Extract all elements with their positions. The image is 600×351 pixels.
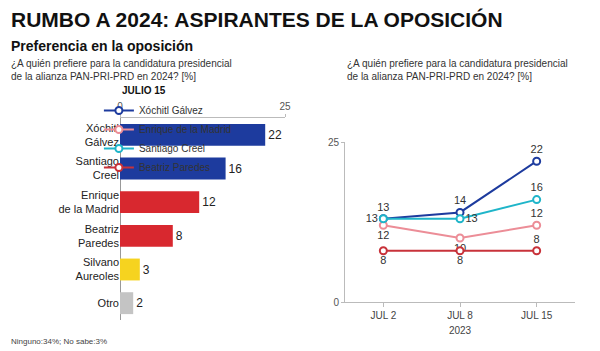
svg-text:BeatrizParedes: BeatrizParedes — [78, 223, 119, 249]
svg-text:0: 0 — [333, 297, 339, 308]
svg-text:Beatriz Paredes: Beatriz Paredes — [139, 162, 210, 173]
svg-text:13: 13 — [377, 201, 389, 213]
svg-text:22: 22 — [268, 128, 282, 142]
svg-text:8: 8 — [534, 233, 540, 245]
svg-text:Ninguno:34%; No sabe:3%: Ninguno:34%; No sabe:3% — [11, 337, 107, 346]
svg-text:Preferencia en la oposición: Preferencia en la oposición — [11, 38, 193, 54]
svg-text:Otro: Otro — [98, 297, 119, 309]
svg-text:25: 25 — [328, 137, 340, 148]
svg-text:¿A quién prefiere para la cand: ¿A quién prefiere para la candidatura pr… — [11, 58, 232, 82]
svg-text:JUL 2: JUL 2 — [370, 310, 396, 321]
svg-text:16: 16 — [531, 181, 543, 193]
svg-text:8: 8 — [176, 229, 183, 243]
svg-text:8: 8 — [457, 254, 463, 266]
svg-text:Santiago Creel: Santiago Creel — [139, 143, 205, 154]
svg-text:13: 13 — [465, 212, 477, 224]
svg-text:12: 12 — [202, 195, 216, 209]
svg-text:12: 12 — [531, 207, 543, 219]
svg-text:SilvanoAureoles: SilvanoAureoles — [76, 256, 120, 282]
svg-text:Enriquede la Madrid: Enriquede la Madrid — [58, 189, 119, 215]
svg-text:JULIO 15: JULIO 15 — [122, 85, 166, 96]
svg-text:10: 10 — [454, 242, 466, 254]
svg-text:14: 14 — [454, 194, 466, 206]
svg-text:25: 25 — [279, 101, 291, 112]
svg-text:2: 2 — [136, 296, 143, 310]
svg-text:16: 16 — [229, 162, 243, 176]
svg-text:JUL 15: JUL 15 — [521, 310, 553, 321]
svg-text:22: 22 — [531, 143, 543, 155]
svg-text:12: 12 — [377, 229, 389, 241]
svg-text:8: 8 — [380, 254, 386, 266]
svg-text:2023: 2023 — [449, 325, 472, 336]
svg-text:RUMBO A 2024: ASPIRANTES DE LA: RUMBO A 2024: ASPIRANTES DE LA OPOSICIÓN — [11, 8, 503, 31]
svg-text:Xóchitl Gálvez: Xóchitl Gálvez — [139, 105, 203, 116]
html-text:Santiago: Santiago — [75, 155, 119, 168]
svg-text:¿A quién prefiere para la cand: ¿A quién prefiere para la candidatura pr… — [347, 58, 568, 82]
svg-text:3: 3 — [143, 263, 150, 277]
svg-text:XóchitlGálvez: XóchitlGálvez — [85, 122, 119, 148]
html-text:Creel: Creel — [92, 169, 119, 182]
svg-text:Enrique de la Madrid: Enrique de la Madrid — [139, 124, 231, 135]
svg-text:JUL 8: JUL 8 — [447, 310, 473, 321]
svg-text:13: 13 — [366, 212, 378, 224]
